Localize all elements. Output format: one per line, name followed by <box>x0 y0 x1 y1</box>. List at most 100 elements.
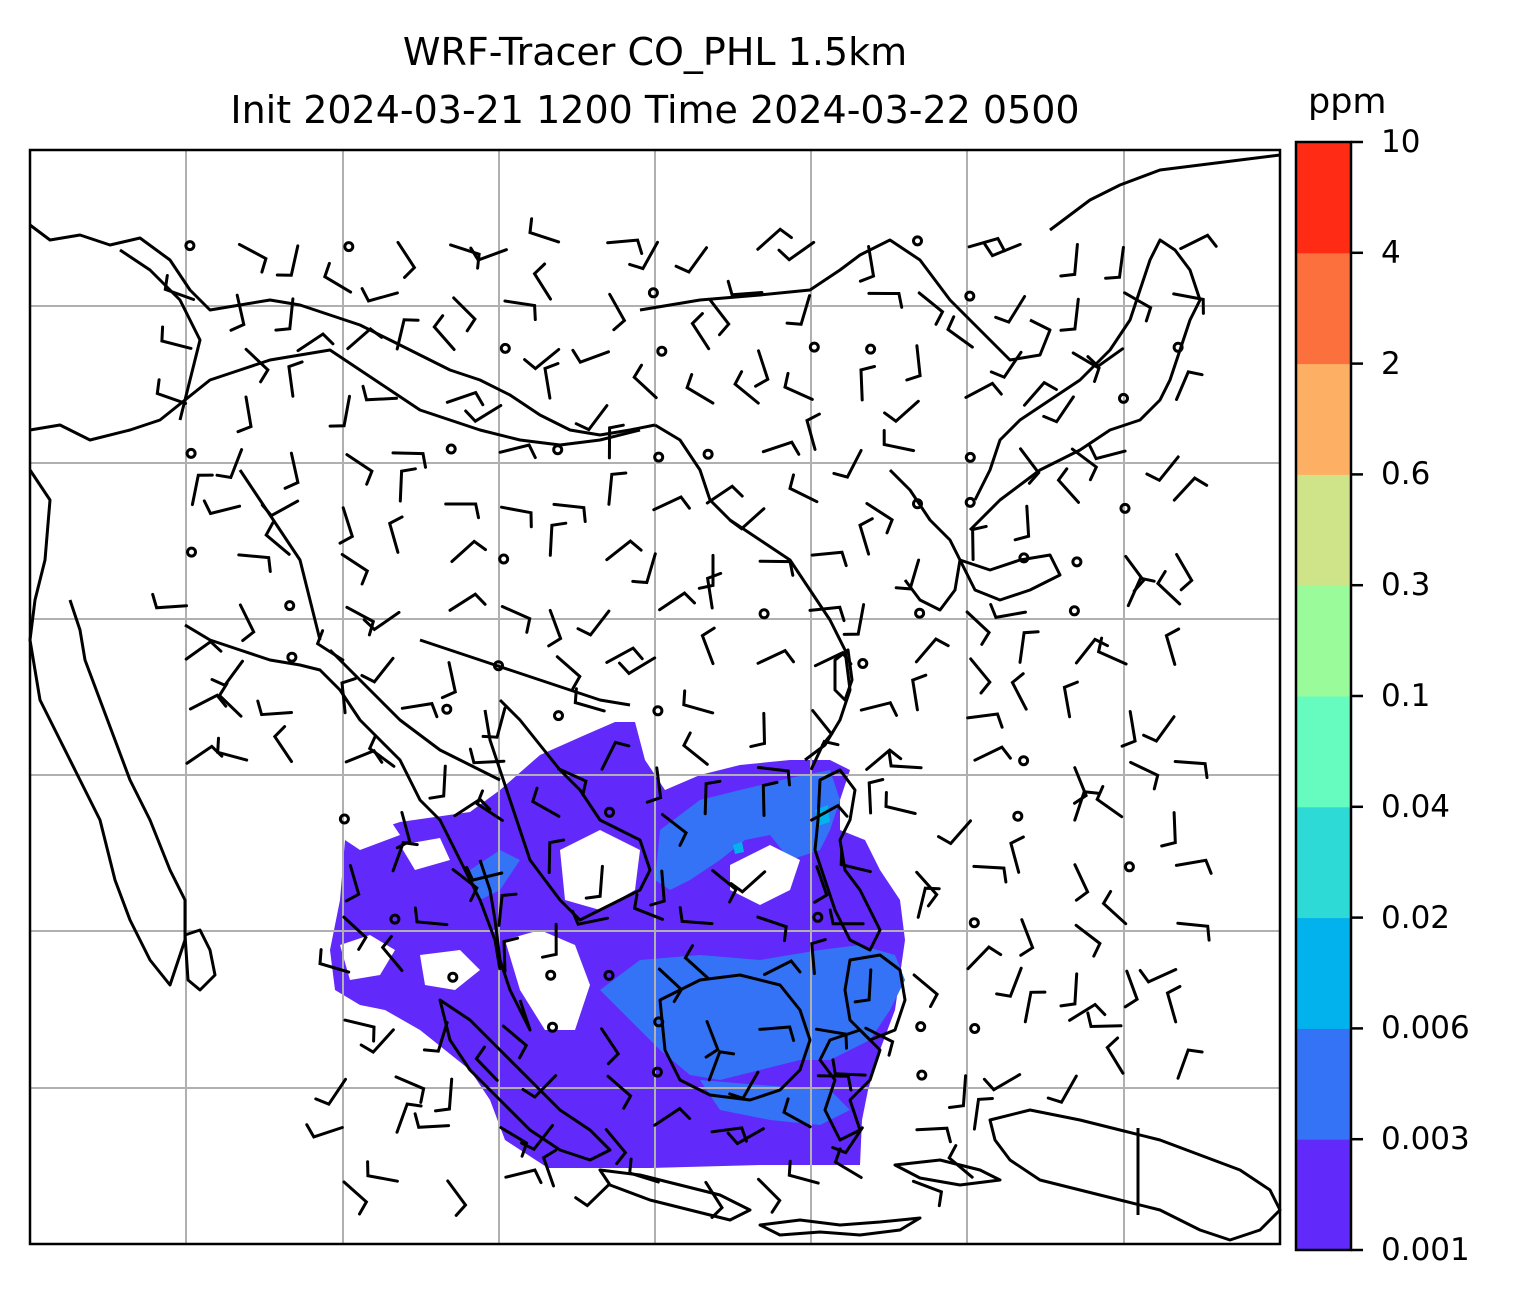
wind-calm-circle <box>286 651 298 663</box>
wind-barb <box>444 502 480 520</box>
wind-barb <box>216 736 249 762</box>
wind-barb <box>413 906 449 927</box>
plume-gap <box>400 838 450 870</box>
wind-barb <box>1073 863 1090 902</box>
wind-barb <box>398 467 417 503</box>
wind-barb <box>528 217 561 244</box>
wind-barb <box>995 966 1023 998</box>
wind-calm-circle <box>185 447 197 459</box>
wind-barb <box>571 909 609 926</box>
wind-barb <box>756 227 793 251</box>
wind-barb <box>894 558 921 591</box>
wind-barb <box>238 603 256 643</box>
wind-calm-circle <box>1018 755 1030 767</box>
wind-calm-circle <box>389 913 401 925</box>
plume-secondary-region-south <box>600 945 905 1080</box>
wind-calm-circle <box>808 341 820 353</box>
wind-barb <box>605 539 643 562</box>
wind-barb <box>215 448 244 480</box>
wind-barb <box>917 291 945 326</box>
wind-barb <box>1019 447 1041 485</box>
wind-barb <box>498 443 537 460</box>
wind-barb <box>705 484 744 505</box>
wind-barb <box>758 559 795 577</box>
wind-barb <box>237 242 268 274</box>
wind-barb <box>217 682 243 718</box>
wind-barb <box>584 864 604 900</box>
colorbar-unit-label: ppm <box>1308 82 1387 122</box>
wind-calm-circle <box>912 498 923 510</box>
wind-barb <box>237 553 272 573</box>
coastline-layer <box>28 153 1282 1242</box>
wind-barb <box>475 789 504 822</box>
wind-barb <box>1059 972 1079 1008</box>
wind-barb <box>574 1183 611 1208</box>
wind-barb <box>342 915 368 951</box>
wind-barb <box>474 1045 499 1082</box>
wind-barb <box>816 1074 853 1092</box>
wind-calm-circle <box>656 345 668 357</box>
wind-calm-circle <box>284 600 296 612</box>
wind-barb <box>1023 990 1047 1024</box>
wind-barb <box>604 1128 628 1166</box>
wind-barb <box>632 893 664 921</box>
colorbar-segment <box>1296 363 1351 475</box>
wind-barb <box>571 348 610 365</box>
wind-calm-circle <box>1071 556 1083 568</box>
wind-barb <box>502 936 520 973</box>
coastline-philippines-luzon <box>813 768 882 952</box>
wind-barb-layer <box>151 217 1218 1219</box>
wind-barb <box>1009 835 1025 874</box>
wind-barb <box>1176 1048 1204 1080</box>
wind-barb <box>946 315 974 349</box>
wind-barb <box>787 1159 820 1185</box>
wind-barb <box>1070 447 1099 482</box>
wind-barb <box>547 838 566 875</box>
wind-calm-circle <box>964 496 976 508</box>
wind-barb <box>345 453 374 486</box>
wind-calm-circle <box>1012 810 1024 822</box>
wind-barb <box>155 378 188 405</box>
colorbar-tick-label: 0.003 <box>1381 1121 1470 1158</box>
wind-barb <box>500 605 532 634</box>
wind-barb <box>882 429 916 453</box>
wind-barb <box>451 868 479 903</box>
border-china-vietnam <box>419 638 631 707</box>
wind-barb <box>867 778 885 815</box>
wind-barb <box>1062 680 1079 719</box>
wind-barb <box>305 1123 344 1139</box>
wind-barb <box>808 605 846 623</box>
wind-calm-circle <box>441 703 453 715</box>
colorbar-segment <box>1296 1028 1351 1140</box>
wind-barb <box>1013 504 1031 542</box>
wind-barb <box>469 246 508 262</box>
wind-barb <box>523 348 561 371</box>
wind-barb <box>761 780 779 817</box>
wind-barb <box>1164 627 1181 666</box>
wind-barb <box>916 886 941 919</box>
wind-barb <box>547 608 563 648</box>
wind-barb <box>700 626 716 666</box>
wind-barb <box>160 325 193 350</box>
wind-barb <box>600 740 631 771</box>
wind-barb <box>1071 351 1101 383</box>
wind-calm-circle <box>603 969 615 981</box>
wind-barb <box>983 242 1022 258</box>
wind-calm-circle <box>912 235 923 247</box>
wind-barb <box>711 869 738 904</box>
wind-barb <box>387 515 404 554</box>
wind-barb <box>842 603 866 636</box>
wind-barb <box>605 646 644 664</box>
wind-barb <box>777 240 816 262</box>
border-mongolia <box>639 238 1052 362</box>
coastline-china-east <box>654 423 852 762</box>
wind-barb <box>1174 858 1213 875</box>
wind-barb <box>1129 760 1160 791</box>
wind-barb <box>450 539 487 563</box>
wind-barb <box>1056 467 1080 504</box>
wind-barb <box>449 243 481 270</box>
coastline-borneo <box>658 973 812 1102</box>
coastline-lesser-sunda <box>758 1216 922 1237</box>
wind-barb <box>1160 811 1177 848</box>
